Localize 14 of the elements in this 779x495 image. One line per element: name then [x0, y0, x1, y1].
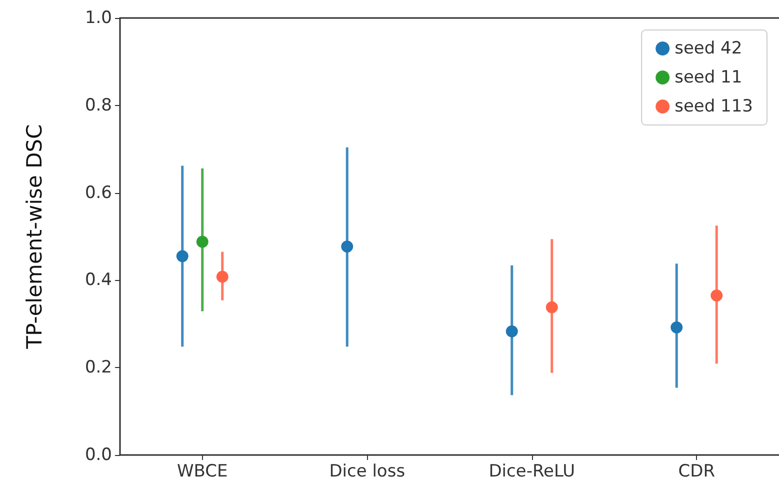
x-tick-label: WBCE [176, 462, 228, 482]
x-tick-label: CDR [678, 462, 716, 482]
x-tick-label: Dice-ReLU [488, 462, 576, 482]
y-tick-label: 0.0 [84, 445, 112, 465]
y-tick-label: 1.0 [84, 8, 112, 28]
y-axis-title: TP-element-wise DSC [22, 124, 46, 350]
legend-label: seed 11 [674, 68, 742, 88]
x-tick-label: Dice loss [329, 462, 406, 482]
y-tick-label: 0.2 [84, 358, 112, 378]
legend-label: seed 113 [674, 96, 754, 116]
legend-label: seed 42 [674, 38, 742, 58]
y-tick-label: 0.6 [84, 182, 112, 203]
y-tick-label: 0.8 [84, 95, 112, 116]
y-tick-label: 0.4 [84, 270, 112, 290]
